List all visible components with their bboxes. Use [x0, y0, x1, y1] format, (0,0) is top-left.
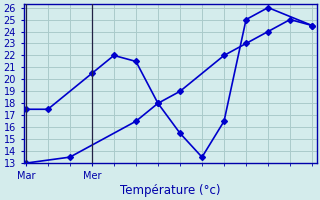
- X-axis label: Température (°c): Température (°c): [120, 184, 220, 197]
